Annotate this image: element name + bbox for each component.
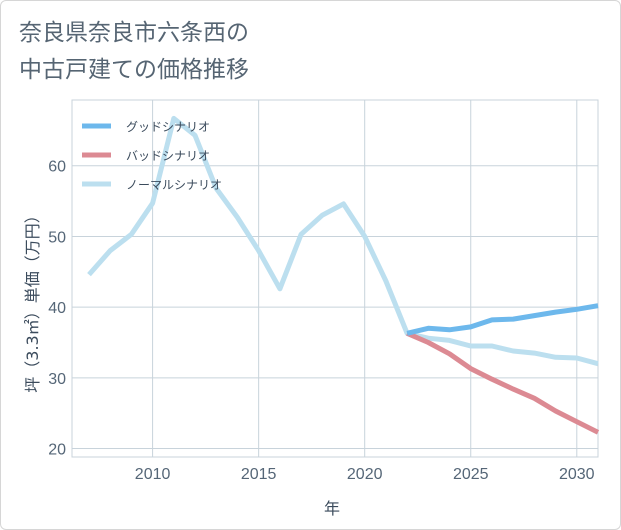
series-lines [87,115,600,435]
y-tick-label: 30 [48,371,66,388]
y-tick-labels: 20 30 40 50 60 [48,159,66,459]
legend-label: ノーマルシナリオ [126,178,222,192]
chart-title-line-1: 奈良県奈良市六条西の [19,20,249,46]
chart-title-line-2: 中古戸建ての価格推移 [19,57,249,83]
legend-label: バッドシナリオ [126,149,210,163]
legend-bad-scenario: バッドシナリオ [82,149,210,163]
y-tick-label: 20 [48,442,66,459]
x-axis-title: 年 [324,499,340,518]
x-tick-labels: 2010 2015 2020 2025 2030 [135,466,595,483]
y-tick-label: 60 [48,159,66,176]
legend-normal-scenario: ノーマルシナリオ [82,178,222,192]
plot-area [71,99,599,458]
x-tick-label: 2030 [559,466,595,483]
x-tick-label: 2025 [453,466,489,483]
grid-lines [72,100,598,457]
y-tick-label: 50 [48,229,66,246]
legend-good-scenario: グッドシナリオ [82,120,210,134]
chart-title: 奈良県奈良市六条西の 中古戸建ての価格推移 [19,15,249,89]
x-tick-label: 2020 [347,466,383,483]
legend-label: グッドシナリオ [126,120,210,134]
bad-scenario-line [406,331,600,435]
normal-scenario-line [87,115,599,367]
y-axis-title: 坪（3.3㎡）単価（万円） [23,207,42,392]
y-tick-label: 40 [48,300,66,317]
good-scenario-line [406,303,599,336]
x-tick-label: 2015 [241,466,277,483]
x-tick-label: 2010 [135,466,171,483]
